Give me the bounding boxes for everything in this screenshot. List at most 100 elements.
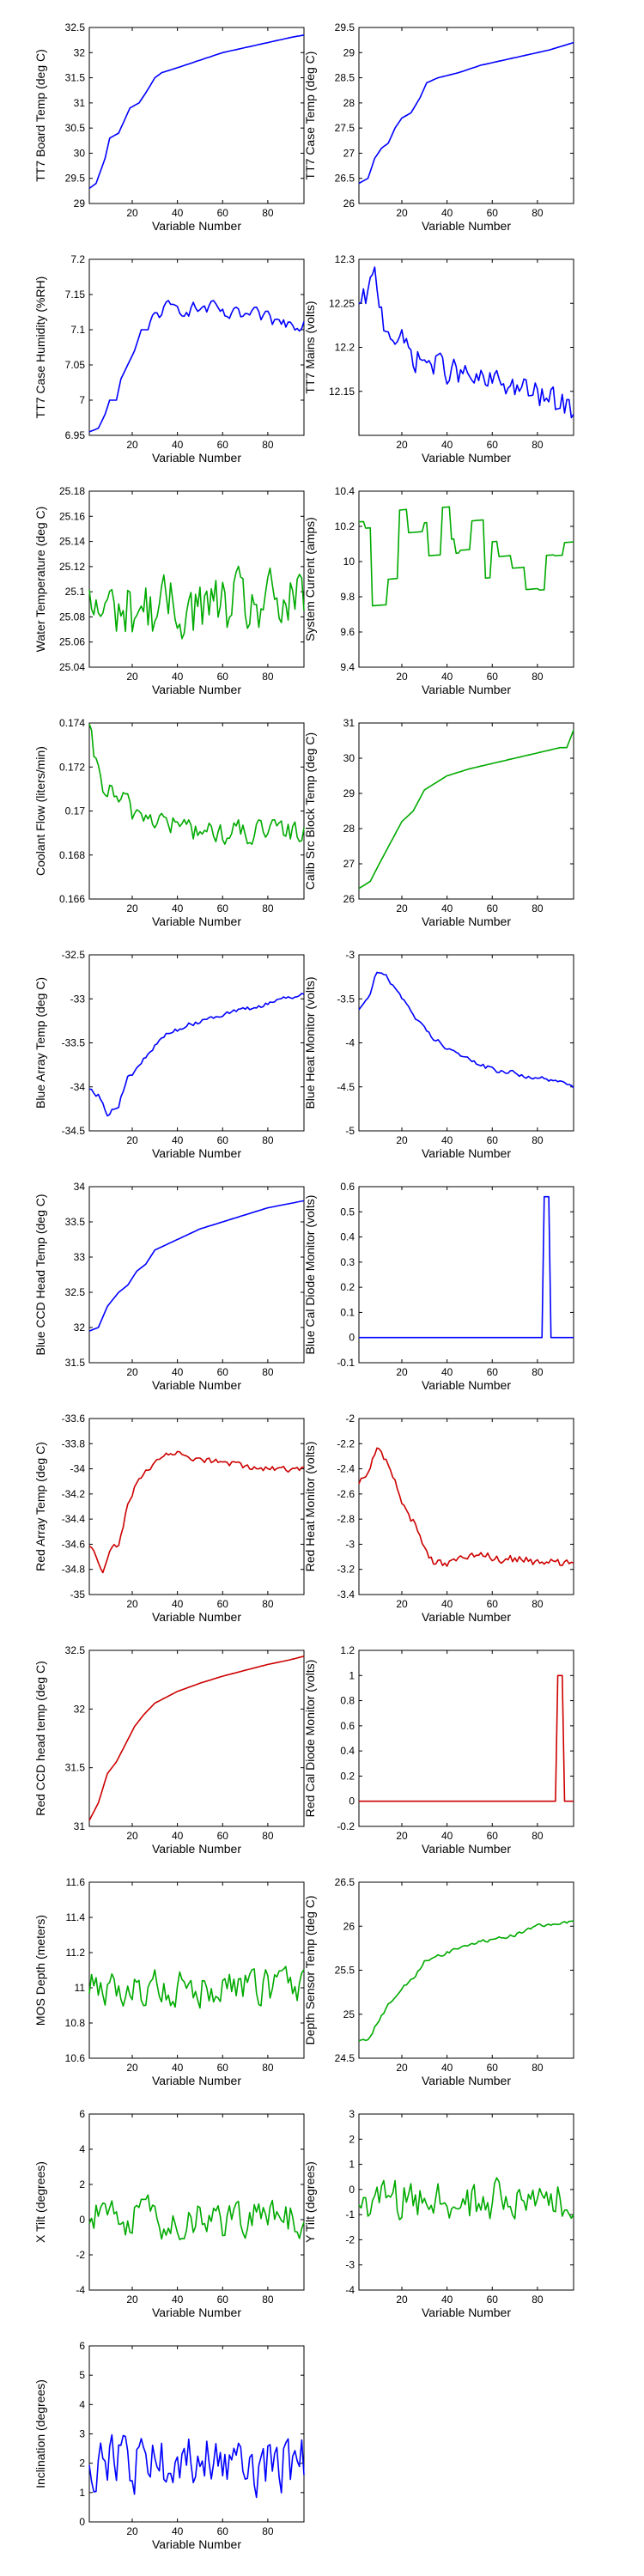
x-tick-label: 20 [396,1134,408,1146]
y-tick-label: 31 [343,717,355,729]
x-axis-label: Variable Number [422,451,511,465]
y-axis-label: System Current (amps) [303,517,317,641]
y-tick-label: 30 [343,752,355,764]
y-tick-label: 32.5 [65,1644,86,1656]
x-tick-label: 40 [441,2062,453,2074]
y-tick-label: -2 [76,2249,85,2261]
y-tick-label: -5 [345,1125,355,1137]
x-tick-label: 60 [217,1366,229,1378]
y-tick-label: -0.1 [337,1357,355,1369]
subplot-14: 20 40 60 80 -3.4 -3.2 -3 -2.8 -2.6 -2.4 -2.2 -2 Vari… [303,1413,574,1624]
y-tick-label: 0 [79,2214,85,2226]
y-tick-label: 0.172 [59,761,85,773]
y-axis-label: Blue Heat Monitor (volts) [303,976,317,1109]
y-tick-label: 31.5 [65,1762,86,1774]
x-tick-label: 60 [217,2293,229,2306]
x-tick-label: 80 [262,902,274,914]
y-tick-label: 25 [343,2008,355,2020]
subplot-21: 20 40 60 80 0 1 2 3 4 5 6 Variable Number Inclinatio… [33,2340,305,2551]
subplot-2: 20 40 60 80 26 26.5 27 27.5 28 28.5 29 29.5 Variable… [303,21,574,233]
y-tick-label: 26 [343,893,355,905]
y-tick-label: 9.6 [340,626,355,638]
x-tick-label: 60 [487,1830,499,1842]
x-tick-label: 80 [532,2293,544,2306]
y-tick-label: 10.4 [335,485,355,497]
subplot-11: 20 40 60 80 31.5 32 32.5 33 33.5 34 Variable Numbe… [33,1181,305,1392]
x-axis-label: Variable Number [422,683,511,696]
y-tick-label: -4.5 [337,1081,355,1093]
subplot-12: 20 40 60 80 -0.1 0 0.1 0.2 0.3 0.4 0.5 0.6 Variable … [303,1181,574,1392]
y-tick-label: 30 [74,147,86,159]
x-tick-label: 20 [126,1598,138,1610]
x-tick-label: 80 [532,671,544,683]
x-axis-label: Variable Number [422,2074,511,2087]
x-tick-label: 20 [126,2525,138,2537]
y-tick-label: 4 [79,2143,85,2155]
series-line [88,723,305,845]
y-tick-label: -2.8 [337,1513,355,1525]
x-tick-label: 40 [172,439,184,451]
series-line [88,2433,305,2499]
subplot-6: 20 40 60 80 9.4 9.6 9.8 10 10.2 10.4 Variable Numb… [303,485,574,696]
y-axis-label: Blue CCD Head Temp (deg C) [33,1194,47,1355]
y-tick-label: 10 [343,556,355,568]
series-line [88,565,305,640]
y-tick-label: -34 [70,1081,86,1093]
series-line [358,41,574,185]
plot-frame [358,1186,574,1364]
series-line [358,2177,574,2221]
x-tick-label: 40 [441,1366,453,1378]
y-axis-label: Calib Src Block Temp (deg C) [303,732,317,890]
y-tick-label: -33.5 [62,1037,86,1049]
y-tick-label: 11.6 [66,1876,86,1888]
x-tick-label: 80 [262,2525,274,2537]
plot-frame [358,1649,574,1827]
plot-frame [88,1649,305,1827]
series-line [359,1674,574,1802]
x-axis-label: Variable Number [152,219,241,233]
series-line [358,506,574,607]
x-tick-label: 40 [441,207,453,219]
x-tick-label: 20 [396,439,408,451]
y-tick-label: 24.5 [335,2052,355,2064]
y-tick-label: 7 [79,394,85,406]
x-tick-label: 60 [487,671,499,683]
x-tick-label: 60 [487,1598,499,1610]
x-tick-label: 60 [487,439,499,451]
x-tick-label: 80 [262,1134,274,1146]
plot-frame [88,722,305,900]
series-line [88,1656,305,1821]
plot-frame [358,27,574,204]
y-tick-label: 31 [74,97,86,109]
y-tick-label: 31.5 [65,1357,86,1369]
y-tick-label: 0.6 [340,1181,355,1193]
x-tick-label: 20 [396,1598,408,1610]
x-tick-label: 40 [441,1830,453,1842]
y-axis-label: TT7 Mains (volts) [303,301,317,393]
y-tick-label: 25.18 [59,485,85,497]
y-tick-label: -33.8 [62,1437,86,1449]
x-axis-label: Variable Number [422,914,511,928]
y-tick-label: 11.2 [66,1947,86,1959]
y-tick-label: -4 [345,2284,355,2296]
y-tick-label: 29 [343,46,355,58]
y-tick-label: 2 [79,2178,85,2190]
y-tick-label: 1.2 [340,1644,355,1656]
y-tick-label: 28 [343,97,355,109]
y-tick-label: 10.8 [65,2017,86,2029]
x-tick-label: 60 [217,902,229,914]
y-tick-label: 28.5 [335,72,355,84]
y-tick-label: 0.6 [340,1720,355,1732]
series-line [358,1447,574,1567]
x-tick-label: 60 [487,1134,499,1146]
y-tick-label: -2.2 [337,1437,355,1449]
x-tick-label: 40 [441,671,453,683]
x-axis-label: Variable Number [152,2537,241,2551]
x-tick-label: 20 [126,902,138,914]
y-tick-label: 0.4 [340,1231,355,1243]
plot-frame [358,1881,574,2059]
x-tick-label: 60 [217,1830,229,1842]
x-axis-label: Variable Number [152,1842,241,1856]
plot-frame [88,1418,305,1595]
y-tick-label: 33.5 [65,1216,86,1228]
